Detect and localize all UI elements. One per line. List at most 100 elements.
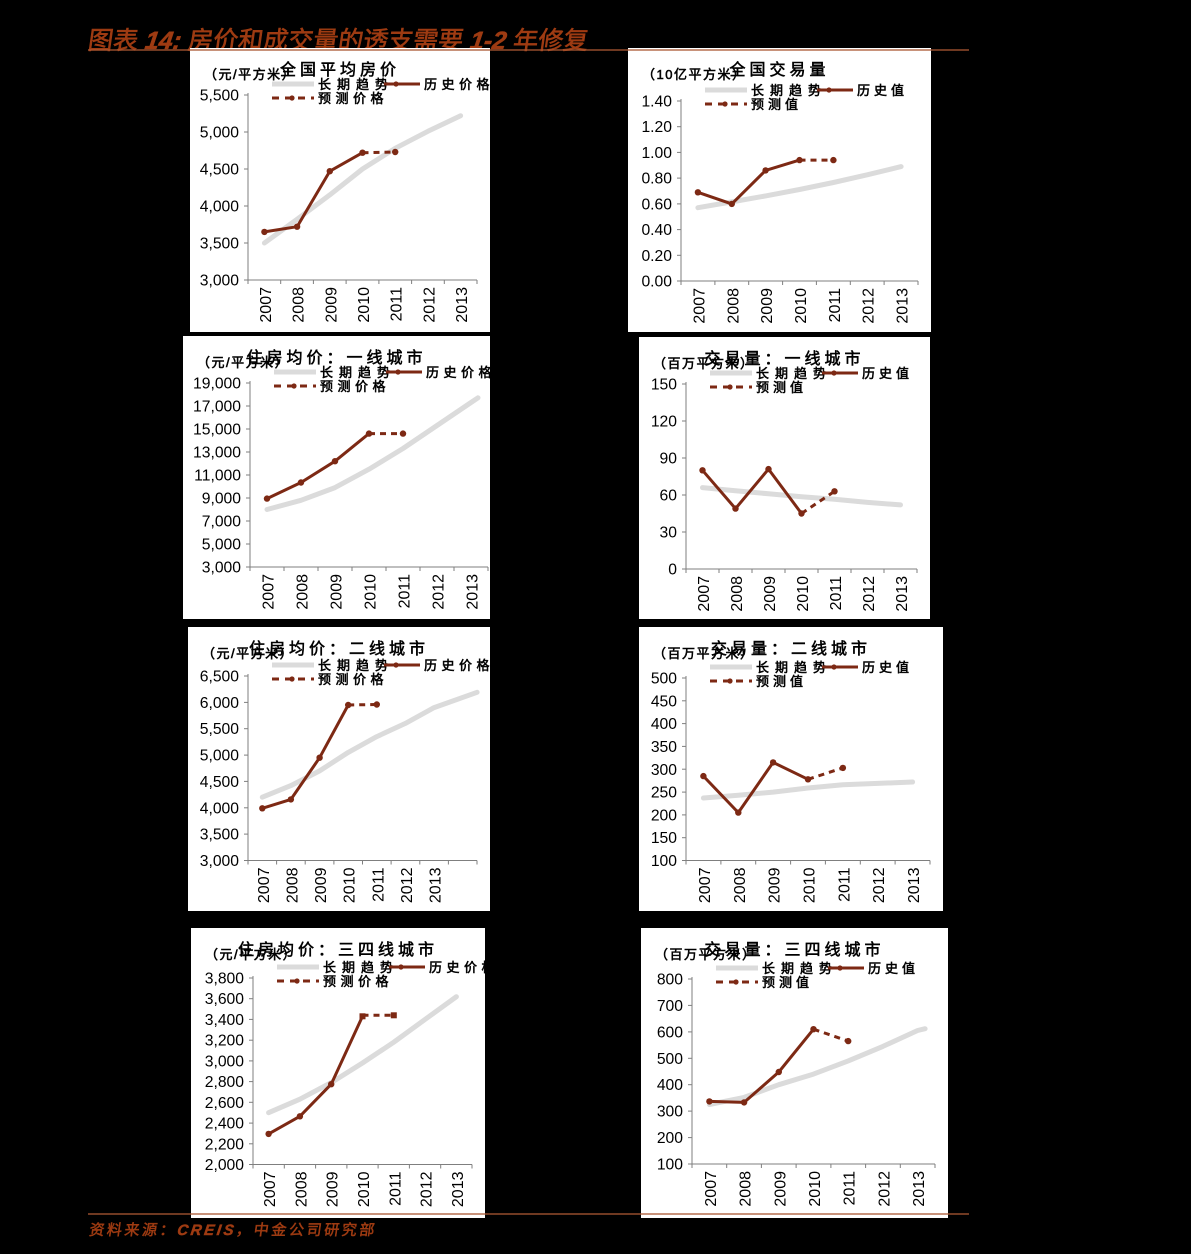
svg-text:2012: 2012 xyxy=(399,867,416,903)
svg-text:住房均价：三四线城市: 住房均价：三四线城市 xyxy=(238,941,438,959)
svg-text:历史值: 历史值 xyxy=(868,961,919,976)
svg-text:交易量：一线城市: 交易量：一线城市 xyxy=(704,350,864,368)
svg-text:2008: 2008 xyxy=(725,288,742,324)
svg-text:（百万平方米）: （百万平方米） xyxy=(653,646,755,661)
svg-text:2009: 2009 xyxy=(313,867,330,903)
svg-text:2013: 2013 xyxy=(906,867,923,903)
svg-text:2010: 2010 xyxy=(802,867,819,903)
svg-text:120: 120 xyxy=(651,414,677,431)
svg-text:2007: 2007 xyxy=(256,867,273,903)
svg-text:2011: 2011 xyxy=(389,287,406,322)
svg-text:住房均价：二线城市: 住房均价：二线城市 xyxy=(249,640,429,658)
svg-text:2010: 2010 xyxy=(793,288,810,324)
svg-text:2007: 2007 xyxy=(697,867,714,903)
svg-text:9,000: 9,000 xyxy=(202,491,242,508)
svg-text:2013: 2013 xyxy=(428,867,445,903)
svg-text:2,800: 2,800 xyxy=(205,1074,245,1091)
svg-text:交易量：二线城市: 交易量：二线城市 xyxy=(711,640,871,658)
svg-text:2,400: 2,400 xyxy=(205,1116,245,1133)
svg-text:19,000: 19,000 xyxy=(193,376,241,393)
svg-text:长期趋势: 长期趋势 xyxy=(756,660,832,675)
svg-text:2010: 2010 xyxy=(363,574,380,610)
svg-text:（元/平方米）: （元/平方米） xyxy=(204,67,296,82)
svg-text:2010: 2010 xyxy=(356,287,373,323)
svg-text:7,000: 7,000 xyxy=(202,514,242,531)
svg-text:历史价格: 历史价格 xyxy=(426,365,490,380)
svg-text:2007: 2007 xyxy=(258,287,275,323)
svg-text:2012: 2012 xyxy=(431,574,448,610)
svg-text:60: 60 xyxy=(660,488,678,505)
svg-text:1.20: 1.20 xyxy=(641,119,672,136)
svg-text:0: 0 xyxy=(668,562,677,579)
svg-text:17,000: 17,000 xyxy=(193,399,241,416)
svg-text:2007: 2007 xyxy=(696,576,713,612)
svg-text:0.40: 0.40 xyxy=(641,222,672,239)
svg-text:2009: 2009 xyxy=(762,576,779,612)
svg-text:2011: 2011 xyxy=(370,867,387,902)
svg-text:2,000: 2,000 xyxy=(205,1157,245,1174)
svg-text:预测值: 预测值 xyxy=(762,975,813,990)
svg-text:（元/平方米）: （元/平方米） xyxy=(205,947,297,962)
svg-text:2011: 2011 xyxy=(842,1171,859,1206)
svg-text:2013: 2013 xyxy=(465,574,482,610)
svg-text:2008: 2008 xyxy=(295,574,312,610)
svg-text:2010: 2010 xyxy=(807,1171,824,1207)
svg-text:2008: 2008 xyxy=(293,1171,310,1207)
svg-text:2009: 2009 xyxy=(772,1171,789,1207)
svg-text:历史价格: 历史价格 xyxy=(429,960,485,975)
svg-text:6,500: 6,500 xyxy=(200,669,240,686)
svg-text:350: 350 xyxy=(651,739,677,756)
svg-text:3,600: 3,600 xyxy=(205,991,245,1008)
svg-text:预测价格: 预测价格 xyxy=(318,672,388,687)
svg-text:0.00: 0.00 xyxy=(641,274,672,291)
svg-text:长期趋势: 长期趋势 xyxy=(762,961,838,976)
svg-text:0.60: 0.60 xyxy=(641,196,672,213)
svg-text:（元/平方米）: （元/平方米） xyxy=(202,646,294,661)
svg-text:150: 150 xyxy=(651,830,677,847)
svg-text:0.20: 0.20 xyxy=(641,248,672,265)
svg-text:3,500: 3,500 xyxy=(200,827,240,844)
svg-text:800: 800 xyxy=(657,972,683,989)
svg-text:500: 500 xyxy=(657,1051,683,1068)
svg-text:历史值: 历史值 xyxy=(862,660,913,675)
svg-text:300: 300 xyxy=(657,1104,683,1121)
svg-text:住房均价：一线城市: 住房均价：一线城市 xyxy=(246,349,426,367)
svg-text:2012: 2012 xyxy=(421,287,438,323)
svg-text:2010: 2010 xyxy=(356,1171,373,1207)
svg-text:400: 400 xyxy=(657,1077,683,1094)
svg-text:预测价格: 预测价格 xyxy=(318,91,388,106)
svg-text:100: 100 xyxy=(657,1157,683,1174)
svg-text:预测价格: 预测价格 xyxy=(320,379,390,394)
svg-text:4,000: 4,000 xyxy=(200,199,240,216)
svg-text:4,500: 4,500 xyxy=(200,162,240,179)
svg-text:预测值: 预测值 xyxy=(751,97,802,112)
svg-text:2009: 2009 xyxy=(323,287,340,323)
svg-text:2012: 2012 xyxy=(861,576,878,612)
svg-text:长期趋势: 长期趋势 xyxy=(318,77,394,92)
svg-text:3,000: 3,000 xyxy=(202,560,242,577)
svg-text:2011: 2011 xyxy=(397,574,414,609)
svg-text:2008: 2008 xyxy=(284,867,301,903)
svg-text:3,500: 3,500 xyxy=(200,236,240,253)
svg-text:2007: 2007 xyxy=(691,288,708,324)
svg-text:2012: 2012 xyxy=(871,867,888,903)
svg-text:2009: 2009 xyxy=(329,574,346,610)
svg-text:2010: 2010 xyxy=(342,867,359,903)
svg-text:30: 30 xyxy=(660,525,678,542)
svg-text:2009: 2009 xyxy=(325,1171,342,1207)
svg-text:2012: 2012 xyxy=(419,1171,436,1207)
svg-text:300: 300 xyxy=(651,762,677,779)
svg-text:3,400: 3,400 xyxy=(205,1012,245,1029)
svg-text:2011: 2011 xyxy=(836,867,853,902)
svg-text:（百万平方米）: （百万平方米） xyxy=(655,947,757,962)
svg-text:2011: 2011 xyxy=(387,1171,404,1206)
svg-text:2013: 2013 xyxy=(894,576,911,612)
svg-text:2008: 2008 xyxy=(729,576,746,612)
svg-text:200: 200 xyxy=(657,1130,683,1147)
svg-text:长期趋势: 长期趋势 xyxy=(318,658,394,673)
svg-text:3,200: 3,200 xyxy=(205,1033,245,1050)
svg-text:2013: 2013 xyxy=(450,1171,467,1207)
svg-text:2013: 2013 xyxy=(911,1171,928,1207)
svg-text:（元/平方米）: （元/平方米） xyxy=(197,355,289,370)
svg-text:250: 250 xyxy=(651,785,677,802)
